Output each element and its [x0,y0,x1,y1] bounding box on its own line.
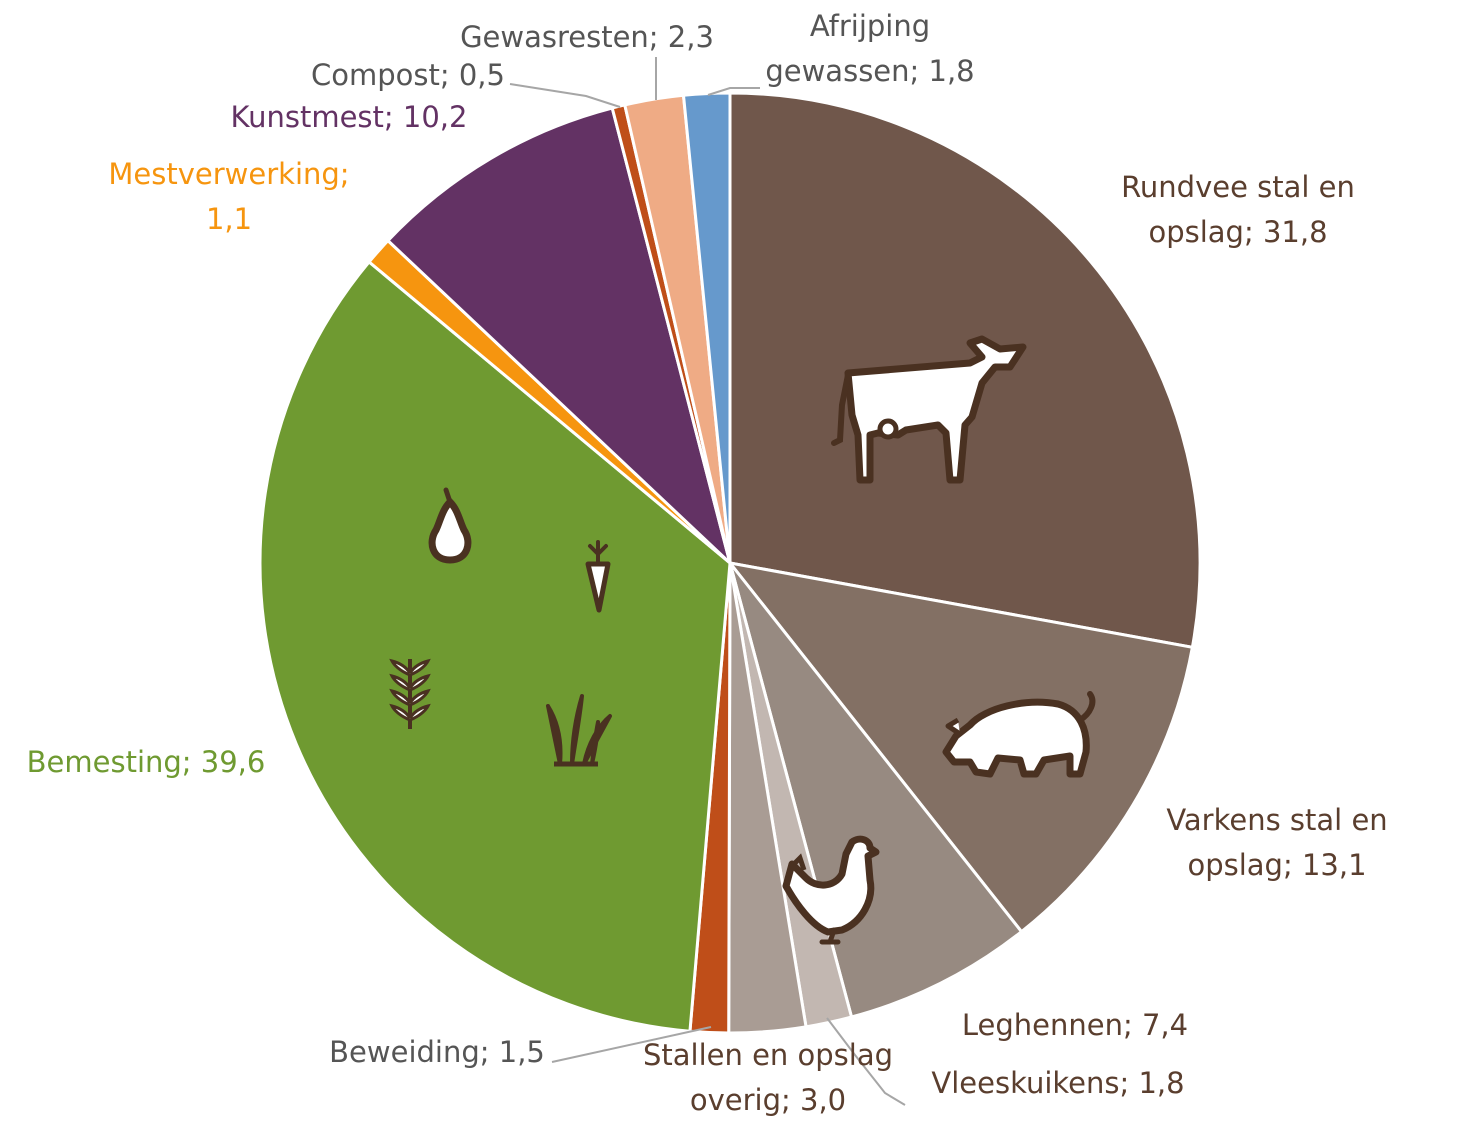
slice-label: Varkens stal en opslag; 13,1 [1166,803,1387,882]
slice-label-line: Beweiding; 1,5 [329,1035,545,1069]
slice-label: Leghennen; 7,4 [962,1008,1188,1042]
slice-label: Mestverwerking; 1,1 [108,157,349,236]
pie-slice [728,562,1024,1019]
slice-label-line: 1,1 [206,202,252,236]
pie-slice [681,91,732,564]
slice-label: Compost; 0,5 [311,58,505,92]
slice-label-line: Leghennen; 7,4 [962,1008,1188,1042]
leader-line [551,1026,712,1063]
pie-slice [258,259,732,1033]
slice-label-line: Stallen en opslag [643,1038,893,1072]
pig-icon [942,691,1096,778]
slice-label-line: Compost; 0,5 [311,58,505,92]
slice-label: Kunstmest; 10,2 [231,100,468,134]
leader-lines [509,57,906,1106]
leader-line [826,1017,906,1106]
slice-label-line: Gewasresten; 2,3 [460,20,714,54]
slice-label-line: Mestverwerking; [108,157,349,191]
slice-label-line: overig; 3,0 [690,1083,846,1117]
slice-label-line: Varkens stal en [1166,803,1387,837]
slice-label-line: Afrijping [810,9,930,43]
slice-label-line: gewassen; 1,8 [765,54,974,88]
pear-icon [428,487,472,564]
slice-label: Stallen en opslag overig; 3,0 [643,1038,893,1117]
slice-label: Bemesting; 39,6 [27,745,266,779]
slice-label: Beweiding; 1,5 [329,1035,545,1069]
slice-label: Vleeskuikens; 1,8 [931,1066,1184,1100]
grass-icon [546,694,612,767]
slice-label-line: Bemesting; 39,6 [27,745,266,779]
slice-label-line: Rundvee stal en [1121,170,1355,204]
pie-slices [258,91,1202,1035]
slice-label-line: opslag; 31,8 [1148,215,1327,249]
grain-icon [389,658,431,729]
slice-label-line: Kunstmest; 10,2 [231,100,468,134]
chicken-icon [782,835,880,945]
slice-label-line: Vleeskuikens; 1,8 [931,1066,1184,1100]
slice-labels: Rundvee stal en opslag; 31,8 Varkens stal … [27,9,1388,1117]
slice-label: Gewasresten; 2,3 [460,20,714,54]
slice-label: Afrijping gewassen; 1,8 [765,9,974,88]
leader-line [509,83,621,108]
leader-line [707,87,760,96]
carrot-icon [585,540,611,613]
slice-label: Rundvee stal en opslag; 31,8 [1121,170,1355,249]
cow-icon [831,335,1027,484]
pie-icons [389,335,1096,945]
pie-slice [385,106,733,568]
slice-label-line: opslag; 13,1 [1187,848,1366,882]
